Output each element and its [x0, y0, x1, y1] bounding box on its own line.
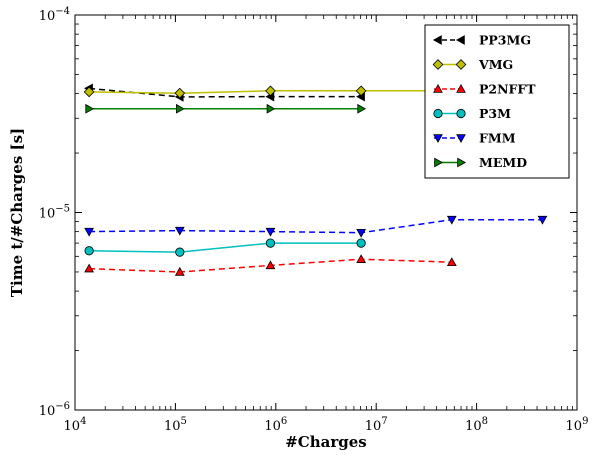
data-point-fmm	[537, 215, 548, 225]
plot-area	[83, 83, 548, 276]
data-point-vmg	[174, 87, 186, 99]
data-point-memd	[85, 103, 95, 114]
legend-marker	[434, 157, 444, 168]
data-point-memd	[357, 103, 367, 114]
data-point-p2nfft	[446, 257, 457, 266]
legend-item-p2nfft: P2NFFT	[433, 82, 536, 97]
legend-marker	[455, 35, 465, 45]
data-point-p2nfft	[84, 263, 94, 273]
data-point-p3m	[84, 246, 94, 256]
series-p3m	[84, 238, 366, 257]
legend-item-p3m: P3M	[433, 106, 511, 121]
legend-item-vmg: VMG	[432, 57, 513, 72]
legend-label: P2NFFT	[479, 82, 536, 97]
legend-item-memd: MEMD	[434, 155, 527, 170]
data-point-fmm	[446, 215, 457, 225]
data-point-fmm	[265, 227, 276, 237]
legend-marker	[455, 59, 467, 70]
legend-label: VMG	[478, 57, 513, 72]
y-tick-label: 10−6	[39, 401, 70, 419]
legend-label: MEMD	[479, 155, 527, 170]
legend-marker	[432, 35, 442, 45]
legend-marker	[456, 83, 466, 93]
x-tick-label: 106	[264, 416, 287, 434]
legend-marker	[456, 108, 466, 119]
data-point-p3m	[265, 238, 276, 248]
data-point-p2nfft	[174, 266, 185, 276]
legend-label: P3M	[479, 106, 511, 121]
data-point-p3m	[175, 247, 185, 257]
x-tick-label: 104	[64, 416, 87, 434]
legend-label: FMM	[479, 131, 516, 146]
x-tick-label: 109	[566, 416, 589, 434]
data-point-fmm	[356, 228, 367, 238]
y-tick-label: 10−4	[39, 6, 70, 24]
series-line-fmm	[89, 218, 543, 234]
data-point-fmm	[174, 226, 185, 236]
series-p2nfft	[84, 254, 457, 276]
legend-box	[424, 24, 570, 179]
series-line-p3m	[89, 242, 362, 253]
legend-label: PP3MG	[479, 33, 531, 48]
data-point-vmg	[83, 86, 95, 98]
x-tick-label: 105	[164, 416, 187, 434]
legend: PP3MG VMG P2NFFT P3M FMM MEMD	[424, 24, 570, 179]
data-point-p2nfft	[356, 254, 367, 263]
legend-marker	[457, 157, 467, 168]
x-tick-label: 108	[465, 416, 488, 434]
legend-marker	[433, 83, 443, 93]
data-point-memd	[176, 103, 185, 114]
data-point-p3m	[356, 238, 366, 248]
y-axis-label: Time t/#Charges [s]	[8, 128, 26, 297]
data-point-vmg	[355, 85, 367, 97]
legend-item-pp3mg: PP3MG	[432, 33, 531, 48]
x-tick-label: 107	[365, 416, 388, 434]
y-tick-label: 10−5	[39, 204, 70, 222]
x-axis-label: #Charges	[285, 433, 367, 451]
series-memd	[85, 103, 367, 114]
legend-marker	[433, 108, 443, 119]
series-fmm	[84, 215, 548, 238]
legend-item-fmm: FMM	[433, 131, 516, 146]
data-point-fmm	[84, 227, 94, 237]
data-point-p2nfft	[265, 260, 276, 270]
series-vmg	[83, 85, 452, 99]
legend-marker	[433, 134, 443, 144]
legend-marker	[432, 59, 444, 70]
legend-marker	[456, 134, 466, 144]
data-point-vmg	[265, 85, 276, 97]
data-point-memd	[266, 103, 276, 114]
